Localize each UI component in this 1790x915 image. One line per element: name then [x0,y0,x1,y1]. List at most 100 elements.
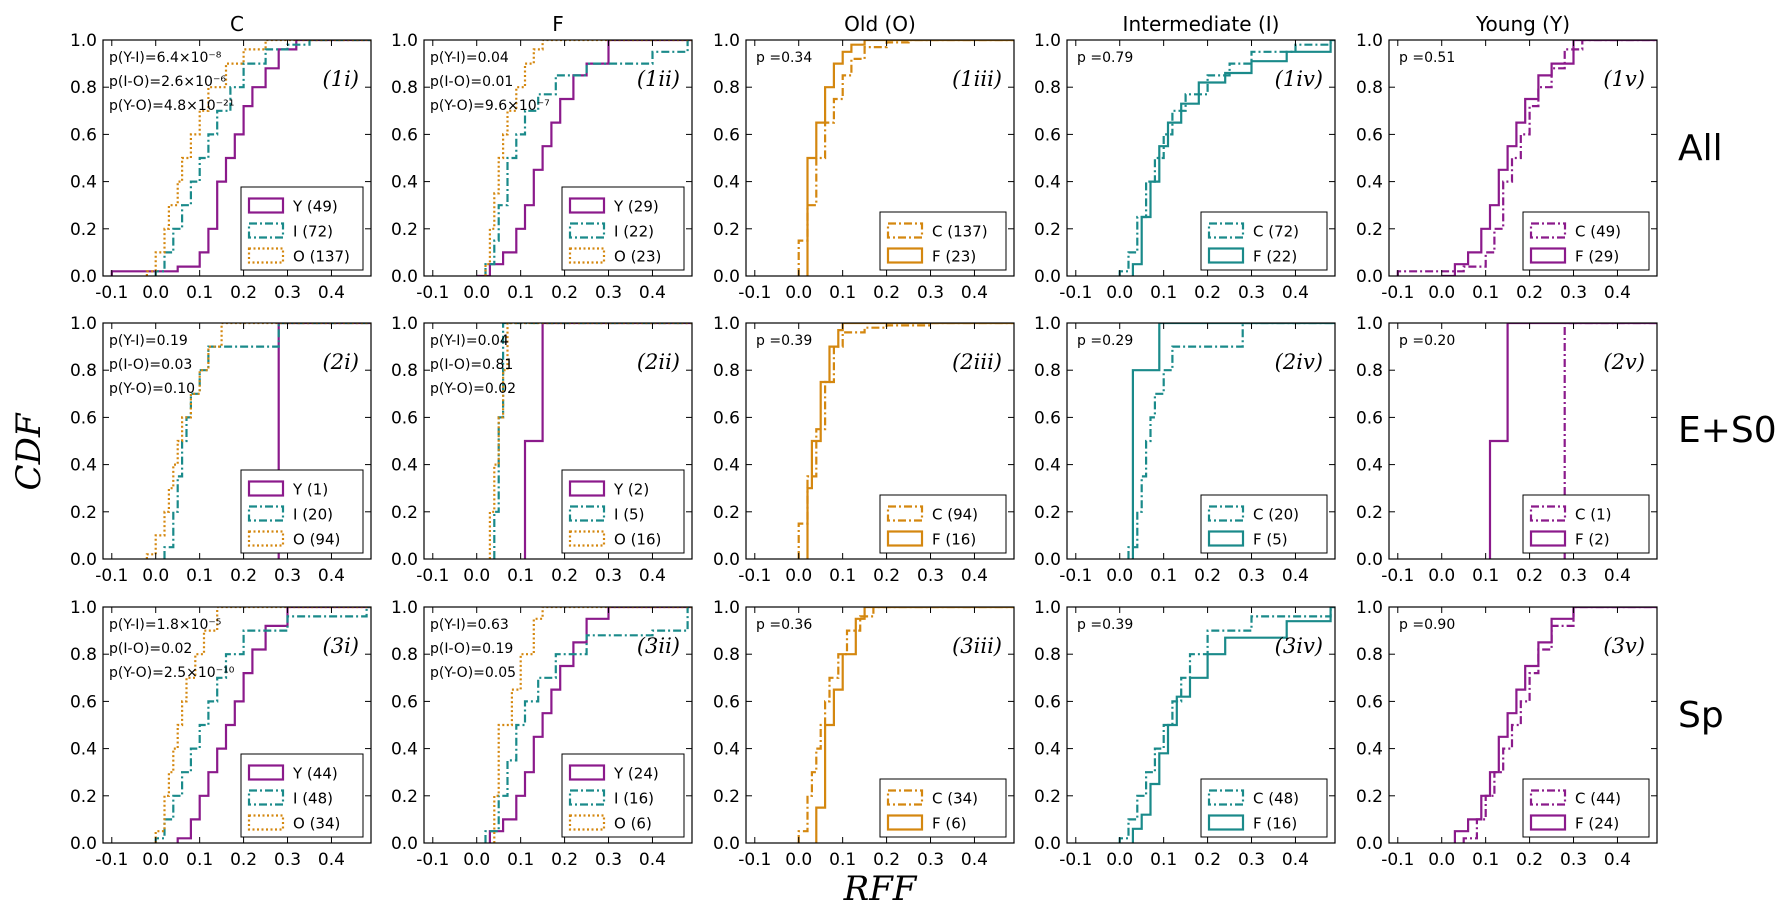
legend: Y (1) I (20) O (94) [240,469,364,554]
y-tick-label: 1.0 [391,598,418,618]
y-tick-label: 0.6 [713,125,740,145]
legend-swatch [247,764,285,781]
legend-entry: Y (29) [613,198,659,216]
panel-2i: -0.1 0.0 0.1 0.2 0.3 0.40.00.20.40.60.81.0p(Y… [70,314,372,586]
x-tick-label: 0.3 [274,850,301,870]
x-tick-label: 0.3 [917,283,944,303]
legend-entry: O (16) [614,531,661,549]
x-tick-label: 0.2 [1516,566,1543,586]
y-tick-label: 1.0 [70,314,97,334]
legend-swatch [886,222,924,239]
y-tick-label: 0.2 [713,503,740,523]
y-tick-label: 1.0 [391,31,418,51]
y-tick-label: 0.0 [1356,550,1383,570]
y-tick-label: 0.6 [391,408,418,428]
y-tick-label: 0.4 [391,456,418,476]
y-tick-label: 0.8 [713,78,740,98]
p-value-annotation: p =0.36 [756,617,812,633]
x-tick-label: 0.2 [230,566,257,586]
series-line-2v-1 [1488,323,1657,559]
y-tick-label: 0.2 [713,220,740,240]
series-line-1ii-2 [484,40,692,276]
x-tick-label: -0.1 [1381,850,1414,870]
y-tick-label: 0.4 [1356,173,1383,193]
legend-entry: C (20) [1253,506,1299,524]
y-tick-label: 0.4 [1356,740,1383,760]
x-tick-label: 0.2 [873,283,900,303]
x-tick-label: 0.0 [463,850,490,870]
legend: Y (29) I (22) O (23) [561,186,685,271]
panel-label: (2ii) [637,350,680,374]
axes-frame [102,322,372,560]
axes-frame [102,39,372,277]
x-tick-label: 0.2 [1194,566,1221,586]
x-tick-label: 0.1 [1150,850,1177,870]
panel-label: (3iv) [1275,634,1323,658]
x-tick-label: -0.1 [738,850,771,870]
x-tick-label: 0.2 [551,566,578,586]
series-line-1iv-1 [1131,40,1335,276]
series-line-1iv-0 [1118,40,1335,276]
y-tick-label: 0.0 [713,550,740,570]
y-tick-label: 0.6 [391,125,418,145]
x-tick-label: 0.4 [1282,566,1309,586]
series-line-2iii-1 [806,323,1014,559]
x-tick-label: 0.0 [785,850,812,870]
y-tick-label: 0.6 [713,408,740,428]
legend-swatch [568,505,606,522]
y-tick-label: 0.2 [391,787,418,807]
p-value-annotation: p =0.51 [1399,50,1455,66]
series-line-1ii-0 [476,40,692,276]
y-tick-label: 0.6 [1034,125,1061,145]
p-value-annotation: p(Y-I)=0.63 [430,617,509,633]
y-tick-label: 0.8 [1034,78,1061,98]
legend-entry: C (34) [932,790,978,808]
x-tick-label: 0.0 [1106,566,1133,586]
p-value-annotation: p(I-O)=0.03 [109,357,192,373]
panel-label: (3v) [1603,634,1645,658]
legend-swatch [568,222,606,239]
p-value-annotation: p(I-O)=2.6×10⁻⁶ [109,74,226,90]
x-tick-label: 0.4 [318,283,345,303]
legend-swatch [1207,247,1245,264]
x-tick-label: 0.4 [318,566,345,586]
y-tick-label: 0.2 [1034,787,1061,807]
series-line-3i-2 [154,607,371,843]
legend-entry: I (5) [614,506,644,524]
p-value-annotation: p(I-O)=0.81 [430,357,513,373]
legend-swatch [247,222,285,239]
axes-frame [1388,322,1658,560]
column-title-1: F [552,12,564,36]
x-tick-label: -0.1 [95,283,128,303]
legend: C (49) F (29) [1522,211,1650,271]
legend-entry: F (6) [932,815,967,833]
series-line-1i-1 [154,40,371,276]
legend-swatch [1529,530,1567,547]
x-tick-label: 0.3 [1560,283,1587,303]
legend-entry: Y (49) [292,198,338,216]
legend-entry: C (94) [932,506,978,524]
column-title-2: Old (O) [844,12,916,36]
legend-entry: I (22) [614,223,654,241]
y-tick-label: 0.8 [70,361,97,381]
panel-2ii: -0.1 0.0 0.1 0.2 0.3 0.40.00.20.40.60.81.0p(Y… [391,314,693,586]
legend-entry: Y (24) [613,765,659,783]
x-tick-label: 0.1 [1472,283,1499,303]
y-tick-label: 0.8 [70,645,97,665]
panel-label: (3i) [323,634,359,658]
legend-entry: O (137) [293,248,350,266]
x-tick-label: 0.1 [1472,566,1499,586]
y-tick-label: 0.6 [1356,408,1383,428]
x-tick-label: 0.4 [1604,850,1631,870]
y-tick-label: 0.8 [391,78,418,98]
x-tick-label: 0.4 [961,566,988,586]
x-tick-label: 0.1 [829,283,856,303]
x-tick-label: 0.4 [1282,850,1309,870]
y-tick-label: 0.0 [1034,267,1061,287]
legend-swatch [1207,530,1245,547]
x-tick-label: 0.2 [873,566,900,586]
x-tick-label: 0.4 [639,566,666,586]
legend-entry: Y (44) [292,765,338,783]
y-tick-label: 0.4 [713,740,740,760]
y-tick-label: 0.0 [391,550,418,570]
